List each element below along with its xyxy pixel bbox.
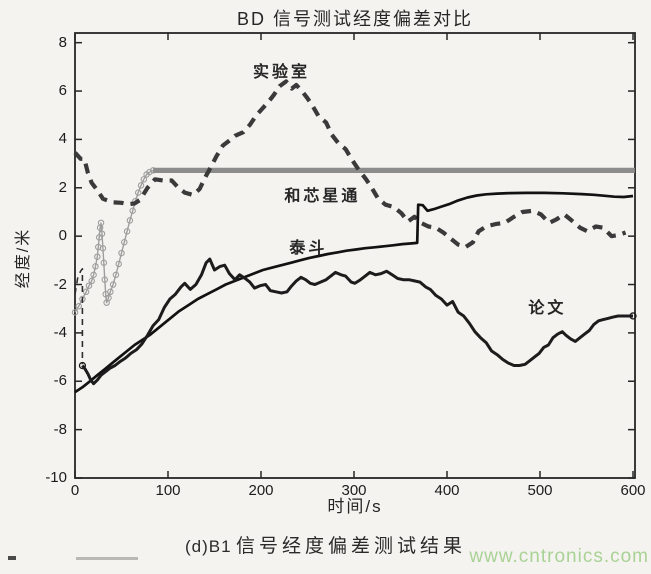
y-tick-label: -6: [53, 372, 67, 390]
caption-index: (d)B1: [184, 537, 232, 556]
series-unicore-convergence-marker: [92, 263, 99, 270]
series-unicore-convergence-marker: [90, 271, 97, 279]
series-unicore-convergence-marker: [98, 230, 106, 237]
series-unicore-convergence-marker: [99, 244, 107, 252]
series-unicore-convergence-marker: [105, 294, 112, 302]
x-tick-label: 0: [70, 482, 80, 499]
x-axis-label: 时间/s: [327, 497, 383, 516]
series-unicore-convergence-marker: [85, 282, 93, 289]
figure-caption: (d)B1 信号经度偏差测试结果: [0, 531, 651, 558]
series-unicore-convergence-marker: [126, 217, 134, 224]
series-unicore-convergence-marker: [75, 303, 82, 310]
series-paper-end-marker: [629, 312, 637, 320]
x-tick-label: 300: [341, 482, 367, 499]
series-unicore-convergence-marker: [107, 288, 114, 296]
caption-text: 信号经度偏差测试结果: [236, 536, 467, 557]
series-unicore-convergence-line: [74, 169, 154, 313]
series-unicore-convergence-marker: [137, 182, 145, 189]
x-tick-label: 100: [155, 482, 181, 499]
series-unicore-convergence-marker: [88, 277, 95, 285]
series-unicore-convergence-marker: [146, 168, 153, 176]
y-tick-label: 0: [58, 227, 67, 245]
cropped-artifact-dash: [76, 557, 138, 560]
y-tick-label: 8: [58, 33, 67, 51]
y-tick-label: -8: [53, 420, 67, 438]
series-unicore-convergence-marker: [71, 309, 79, 316]
series-unicore-convergence-marker: [129, 207, 136, 215]
y-tick-label: 4: [58, 130, 67, 148]
curve-label-paper: 论文: [528, 300, 567, 318]
cropped-artifact-dot: [8, 556, 16, 560]
series-unicore-convergence-marker: [82, 288, 90, 296]
series-unicore-convergence-marker: [109, 281, 117, 288]
y-tick-label: -2: [53, 275, 67, 293]
series-unicore-convergence-marker: [101, 276, 109, 283]
series-unicore-convergence-marker: [134, 189, 142, 196]
series-unicore-convergence-marker: [140, 176, 148, 183]
series-unicore-convergence-marker: [97, 219, 105, 227]
x-tick-label: 600: [620, 482, 646, 499]
series-unicore-convergence-marker: [121, 238, 128, 246]
series-lab-line: [73, 79, 627, 250]
curve-label-taidou: 泰斗: [289, 240, 328, 258]
series-paper-end-marker: [78, 361, 87, 370]
series-unicore-convergence-marker: [115, 260, 122, 268]
series-paper-line: [81, 257, 633, 386]
series-paper-init-line: [74, 267, 84, 365]
series-unicore-convergence-marker: [100, 259, 108, 267]
x-tick-label: 200: [248, 482, 274, 499]
series-taidou-line: [74, 191, 634, 394]
curve-label-unicore: 和芯星通: [284, 187, 361, 205]
curve-label-lab: 实验室: [252, 64, 310, 82]
series-unicore-convergence-marker: [123, 228, 131, 235]
chart-title: BD 信号测试经度偏差对比: [236, 9, 473, 29]
series-unicore-convergence-marker: [94, 253, 101, 260]
y-tick-label: -4: [53, 323, 67, 341]
x-tick-label: 400: [434, 482, 460, 499]
series-unicore-convergence-marker: [112, 271, 120, 279]
x-tick-label: 500: [527, 482, 553, 499]
y-tick-label: -10: [45, 469, 67, 486]
y-tick-label: 6: [58, 82, 67, 100]
plot-border: [74, 32, 636, 479]
series-unicore-convergence-marker: [118, 249, 125, 257]
watermark-text: www.cntronics.com: [469, 546, 649, 567]
y-tick-label: 2: [58, 178, 67, 196]
